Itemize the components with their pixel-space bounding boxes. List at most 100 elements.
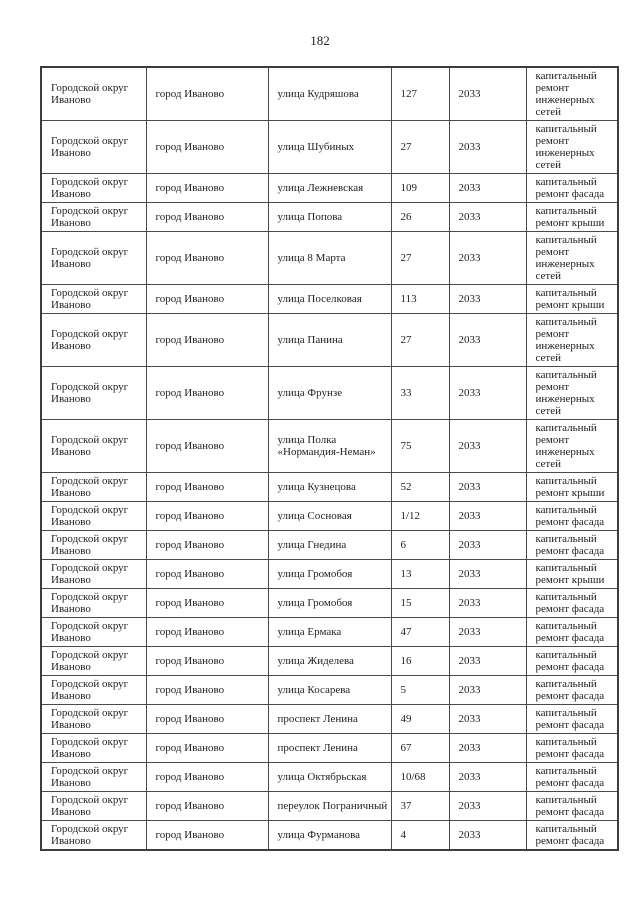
cell-city: город Иваново (145, 617, 269, 647)
cell-year: 2033 (448, 313, 527, 367)
cell-district: Городской округ Иваново (40, 791, 147, 821)
cell-district: Городской округ Иваново (40, 313, 147, 367)
cell-repair-type: капитальный ремонт крыши (525, 284, 619, 314)
cell-city: город Иваново (145, 501, 269, 531)
cell-house-number: 33 (390, 366, 450, 420)
cell-city: город Иваново (145, 202, 269, 232)
cell-year: 2033 (448, 231, 527, 285)
cell-city: город Иваново (145, 646, 269, 676)
cell-city: город Иваново (145, 733, 269, 763)
cell-street: проспект Ленина (267, 704, 392, 734)
cell-year: 2033 (448, 530, 527, 560)
cell-district: Городской округ Иваново (40, 762, 147, 792)
cell-year: 2033 (448, 704, 527, 734)
cell-city: город Иваново (145, 231, 269, 285)
cell-street: улица Жиделева (267, 646, 392, 676)
cell-city: город Иваново (145, 472, 269, 502)
table-row: Городской округ Иваново город Иваново ул… (40, 530, 619, 560)
cell-district: Городской округ Иваново (40, 530, 147, 560)
cell-street: улица Сосновая (267, 501, 392, 531)
cell-repair-type: капитальный ремонт крыши (525, 559, 619, 589)
cell-year: 2033 (448, 588, 527, 618)
table-row: Городской округ Иваново город Иваново ул… (40, 820, 619, 851)
cell-district: Городской округ Иваново (40, 704, 147, 734)
cell-house-number: 113 (390, 284, 450, 314)
table-row: Городской округ Иваново город Иваново пе… (40, 791, 619, 821)
cell-year: 2033 (448, 617, 527, 647)
cell-house-number: 47 (390, 617, 450, 647)
cell-repair-type: капитальный ремонт фасада (525, 646, 619, 676)
cell-repair-type: капитальный ремонт фасада (525, 588, 619, 618)
cell-repair-type: капитальный ремонт инженерных сетей (525, 366, 619, 420)
table-row: Городской округ Иваново город Иваново ул… (40, 501, 619, 531)
cell-city: город Иваново (145, 820, 269, 851)
table-row: Городской округ Иваново город Иваново ул… (40, 675, 619, 705)
cell-repair-type: капитальный ремонт фасада (525, 733, 619, 763)
cell-year: 2033 (448, 675, 527, 705)
cell-street: улица Ермака (267, 617, 392, 647)
cell-street: улица Фрунзе (267, 366, 392, 420)
table-row: Городской округ Иваново город Иваново ул… (40, 173, 619, 203)
cell-street: улица Гнедина (267, 530, 392, 560)
table-row: Городской округ Иваново город Иваново ул… (40, 66, 619, 121)
cell-repair-type: капитальный ремонт крыши (525, 472, 619, 502)
cell-district: Городской округ Иваново (40, 820, 147, 851)
cell-house-number: 49 (390, 704, 450, 734)
cell-year: 2033 (448, 173, 527, 203)
cell-house-number: 5 (390, 675, 450, 705)
cell-street: проспект Ленина (267, 733, 392, 763)
cell-house-number: 6 (390, 530, 450, 560)
cell-street: переулок Пограничный (267, 791, 392, 821)
cell-house-number: 67 (390, 733, 450, 763)
table-row: Городской округ Иваново город Иваново ул… (40, 646, 619, 676)
cell-district: Городской округ Иваново (40, 472, 147, 502)
cell-repair-type: капитальный ремонт инженерных сетей (525, 66, 619, 121)
cell-city: город Иваново (145, 588, 269, 618)
cell-district: Городской округ Иваново (40, 202, 147, 232)
cell-street: улица Громобоя (267, 559, 392, 589)
cell-year: 2033 (448, 472, 527, 502)
cell-city: город Иваново (145, 120, 269, 174)
cell-street: улица Панина (267, 313, 392, 367)
cell-house-number: 13 (390, 559, 450, 589)
cell-district: Городской округ Иваново (40, 733, 147, 763)
cell-year: 2033 (448, 501, 527, 531)
cell-district: Городской округ Иваново (40, 419, 147, 473)
table-row: Городской округ Иваново город Иваново ул… (40, 617, 619, 647)
table-row: Городской округ Иваново город Иваново ул… (40, 559, 619, 589)
cell-year: 2033 (448, 559, 527, 589)
cell-street: улица Шубиных (267, 120, 392, 174)
cell-street: улица Громобоя (267, 588, 392, 618)
table-row: Городской округ Иваново город Иваново пр… (40, 704, 619, 734)
table-row: Городской округ Иваново город Иваново ул… (40, 284, 619, 314)
cell-district: Городской округ Иваново (40, 173, 147, 203)
cell-repair-type: капитальный ремонт фасада (525, 675, 619, 705)
cell-city: город Иваново (145, 313, 269, 367)
cell-repair-type: капитальный ремонт инженерных сетей (525, 313, 619, 367)
cell-house-number: 4 (390, 820, 450, 851)
cell-district: Городской округ Иваново (40, 231, 147, 285)
cell-city: город Иваново (145, 530, 269, 560)
cell-year: 2033 (448, 419, 527, 473)
cell-year: 2033 (448, 791, 527, 821)
repair-schedule-table: Городской округ Иваново город Иваново ул… (40, 66, 619, 851)
cell-repair-type: капитальный ремонт фасада (525, 501, 619, 531)
table-row: Городской округ Иваново город Иваново ул… (40, 120, 619, 174)
cell-repair-type: капитальный ремонт фасада (525, 617, 619, 647)
cell-repair-type: капитальный ремонт инженерных сетей (525, 419, 619, 473)
table-row: Городской округ Иваново город Иваново ул… (40, 419, 619, 473)
table-row: Городской округ Иваново город Иваново ул… (40, 588, 619, 618)
cell-year: 2033 (448, 202, 527, 232)
cell-city: город Иваново (145, 762, 269, 792)
cell-repair-type: капитальный ремонт фасада (525, 530, 619, 560)
table-body: Городской округ Иваново город Иваново ул… (40, 66, 619, 851)
cell-repair-type: капитальный ремонт фасада (525, 704, 619, 734)
cell-repair-type: капитальный ремонт инженерных сетей (525, 231, 619, 285)
table-row: Городской округ Иваново город Иваново ул… (40, 366, 619, 420)
cell-city: город Иваново (145, 419, 269, 473)
cell-house-number: 1/12 (390, 501, 450, 531)
cell-street: улица Фурманова (267, 820, 392, 851)
cell-house-number: 10/68 (390, 762, 450, 792)
cell-year: 2033 (448, 762, 527, 792)
